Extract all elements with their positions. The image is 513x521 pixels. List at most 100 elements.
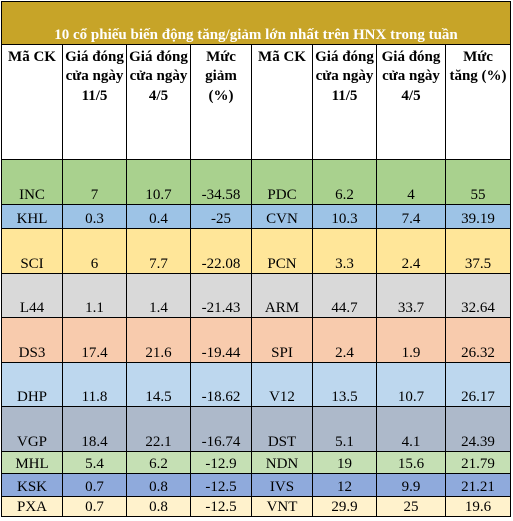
cell-close-left-b: 7.7 bbox=[126, 228, 191, 274]
table-row: L44 1.1 1.4 -21.43 ARM 44.7 33.7 32.64 bbox=[1, 272, 512, 319]
table-row: PXA 0.7 0.8 -12.5 VNT 29.9 25 19.6 bbox=[1, 495, 512, 518]
cell-change-left: -22.08 bbox=[190, 228, 252, 274]
cell-code-right: SPI bbox=[251, 317, 313, 363]
cell-change-left: -16.74 bbox=[190, 406, 252, 453]
table-row: VGP 18.4 22.1 -16.74 DST 5.1 4.1 24.39 bbox=[1, 406, 512, 453]
cell-close-right-b: 9.9 bbox=[376, 473, 446, 497]
cell-code-left: VGP bbox=[1, 406, 63, 453]
table-row: DS3 17.4 21.6 -19.44 SPI 2.4 1.9 26.32 bbox=[1, 317, 512, 363]
cell-close-left-b: 0.4 bbox=[126, 203, 191, 230]
cell-close-right-a: 12 bbox=[312, 473, 377, 497]
cell-close-left-a: 5.4 bbox=[62, 451, 127, 475]
header-change-right: Mức tăng (%) bbox=[444, 43, 512, 161]
cell-code-right: DST bbox=[251, 406, 313, 453]
cell-code-left: KHL bbox=[1, 203, 63, 230]
cell-change-right: 19.6 bbox=[444, 495, 512, 518]
cell-close-right-a: 44.7 bbox=[312, 272, 377, 319]
cell-close-left-b: 1.4 bbox=[126, 272, 191, 319]
cell-close-left-b: 0.8 bbox=[126, 473, 191, 497]
cell-change-left: -12.5 bbox=[190, 495, 252, 518]
cell-close-right-a: 13.5 bbox=[312, 361, 377, 408]
cell-close-right-b: 1.9 bbox=[376, 317, 446, 363]
cell-code-right: VNT bbox=[251, 495, 313, 518]
cell-close-right-b: 33.7 bbox=[376, 272, 446, 319]
cell-close-left-b: 6.2 bbox=[126, 451, 191, 475]
cell-change-left: -12.9 bbox=[190, 451, 252, 475]
table-row: KHL 0.3 0.4 -25 CVN 10.3 7.4 39.19 bbox=[1, 203, 512, 230]
cell-code-left: DS3 bbox=[1, 317, 63, 363]
cell-change-right: 26.32 bbox=[444, 317, 512, 363]
cell-code-right: PCN bbox=[251, 228, 313, 274]
table-row: INC 7 10.7 -34.58 PDC 6.2 4 55 bbox=[1, 159, 512, 205]
cell-close-right-a: 3.3 bbox=[312, 228, 377, 274]
cell-close-right-b: 4 bbox=[376, 159, 446, 205]
cell-change-right: 24.39 bbox=[444, 406, 512, 453]
cell-change-left: -25 bbox=[190, 203, 252, 230]
cell-close-right-a: 5.1 bbox=[312, 406, 377, 453]
cell-close-right-b: 4.1 bbox=[376, 406, 446, 453]
cell-close-left-b: 21.6 bbox=[126, 317, 191, 363]
cell-close-right-b: 7.4 bbox=[376, 203, 446, 230]
cell-close-right-a: 10.3 bbox=[312, 203, 377, 230]
header-code-right: Mã CK bbox=[251, 43, 313, 161]
cell-close-left-a: 18.4 bbox=[62, 406, 127, 453]
table-row: MHL 5.4 6.2 -12.9 NDN 19 15.6 21.79 bbox=[1, 451, 512, 475]
cell-code-left: SCI bbox=[1, 228, 63, 274]
cell-close-right-a: 19 bbox=[312, 451, 377, 475]
table-title: 10 cổ phiếu biến động tăng/giảm lớn nhất… bbox=[0, 1, 512, 45]
cell-code-right: IVS bbox=[251, 473, 313, 497]
table-row: DHP 11.8 14.5 -18.62 V12 13.5 10.7 26.17 bbox=[1, 361, 512, 408]
cell-code-left: KSK bbox=[1, 473, 63, 497]
cell-code-right: V12 bbox=[251, 361, 313, 408]
cell-close-left-a: 11.8 bbox=[62, 361, 127, 408]
cell-change-right: 21.21 bbox=[444, 473, 512, 497]
cell-code-right: CVN bbox=[251, 203, 313, 230]
cell-close-left-a: 6 bbox=[62, 228, 127, 274]
cell-code-right: PDC bbox=[251, 159, 313, 205]
header-close-right-b: Giá đóng cửa ngày 4/5 bbox=[376, 43, 446, 161]
cell-close-left-a: 0.3 bbox=[62, 203, 127, 230]
cell-change-left: -12.5 bbox=[190, 473, 252, 497]
cell-change-left: -34.58 bbox=[190, 159, 252, 205]
cell-close-right-b: 15.6 bbox=[376, 451, 446, 475]
cell-change-left: -18.62 bbox=[190, 361, 252, 408]
cell-code-right: NDN bbox=[251, 451, 313, 475]
cell-close-left-a: 0.7 bbox=[62, 495, 127, 518]
cell-change-left: -19.44 bbox=[190, 317, 252, 363]
cell-code-left: INC bbox=[1, 159, 63, 205]
cell-change-right: 32.64 bbox=[444, 272, 512, 319]
cell-change-left: -21.43 bbox=[190, 272, 252, 319]
header-change-left: Mức giảm (%) bbox=[190, 43, 252, 161]
cell-close-right-b: 25 bbox=[376, 495, 446, 518]
cell-code-left: DHP bbox=[1, 361, 63, 408]
cell-close-right-a: 29.9 bbox=[312, 495, 377, 518]
cell-close-left-b: 10.7 bbox=[126, 159, 191, 205]
header-close-left-a: Giá đóng cửa ngày 11/5 bbox=[62, 43, 127, 161]
table-row: SCI 6 7.7 -22.08 PCN 3.3 2.4 37.5 bbox=[1, 228, 512, 274]
cell-close-right-b: 2.4 bbox=[376, 228, 446, 274]
cell-close-left-a: 17.4 bbox=[62, 317, 127, 363]
header-code-left: Mã CK bbox=[1, 43, 63, 161]
cell-change-right: 26.17 bbox=[444, 361, 512, 408]
header-close-right-a: Giá đóng cửa ngày 11/5 bbox=[312, 43, 377, 161]
table-row: KSK 0.7 0.8 -12.5 IVS 12 9.9 21.21 bbox=[1, 473, 512, 497]
cell-close-left-b: 0.8 bbox=[126, 495, 191, 518]
header-row: Mã CK Giá đóng cửa ngày 11/5 Giá đóng cử… bbox=[1, 43, 512, 161]
cell-change-right: 37.5 bbox=[444, 228, 512, 274]
header-close-left-b: Giá đóng cửa ngày 4/5 bbox=[126, 43, 191, 161]
cell-code-left: MHL bbox=[1, 451, 63, 475]
cell-close-left-a: 1.1 bbox=[62, 272, 127, 319]
cell-close-left-a: 7 bbox=[62, 159, 127, 205]
cell-close-right-b: 10.7 bbox=[376, 361, 446, 408]
cell-change-right: 39.19 bbox=[444, 203, 512, 230]
cell-code-left: L44 bbox=[1, 272, 63, 319]
cell-close-left-b: 14.5 bbox=[126, 361, 191, 408]
cell-close-right-a: 2.4 bbox=[312, 317, 377, 363]
cell-change-right: 55 bbox=[444, 159, 512, 205]
cell-change-right: 21.79 bbox=[444, 451, 512, 475]
cell-close-left-a: 0.7 bbox=[62, 473, 127, 497]
cell-close-left-b: 22.1 bbox=[126, 406, 191, 453]
cell-close-right-a: 6.2 bbox=[312, 159, 377, 205]
cell-code-right: ARM bbox=[251, 272, 313, 319]
